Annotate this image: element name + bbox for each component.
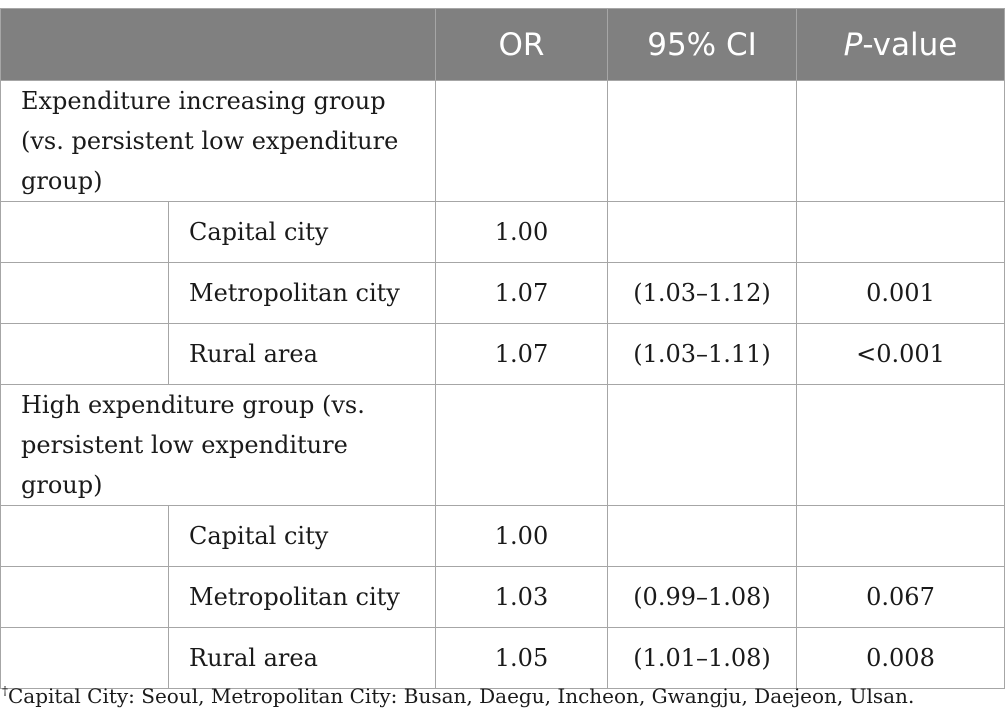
area-label: Capital city [168,505,436,567]
footnote-text: Capital City: Seoul, Metropolitan City: … [8,684,915,708]
ci-value: (0.99–1.08) [607,566,797,628]
empty-cell [435,80,608,202]
p-value: 0.008 [796,627,1005,689]
area-label: Rural area [168,627,436,689]
table-row: Rural area 1.05 (1.01–1.08) 0.008 [0,627,1005,689]
empty-cell [607,80,797,202]
p-value: 0.001 [796,262,1005,324]
empty-cell [0,505,169,567]
group-row: High expenditure group (vs. persistent l… [0,384,1005,506]
table-footnote: †Capital City: Seoul, Metropolitan City:… [2,684,914,708]
table-row: Metropolitan city 1.03 (0.99–1.08) 0.067 [0,566,1005,628]
header-ci: 95% CI [607,8,797,81]
header-p-value: P-value [796,8,1005,81]
group-row: Expenditure increasing group (vs. persis… [0,80,1005,202]
p-value [796,505,1005,567]
ci-value: (1.03–1.11) [607,323,797,385]
or-value: 1.00 [435,505,608,567]
empty-cell [0,566,169,628]
group-label: High expenditure group (vs. persistent l… [0,384,436,506]
table-row: Metropolitan city 1.07 (1.03–1.12) 0.001 [0,262,1005,324]
empty-cell [0,201,169,263]
empty-cell [796,384,1005,506]
empty-cell [0,323,169,385]
area-label: Capital city [168,201,436,263]
or-value: 1.05 [435,627,608,689]
or-value: 1.00 [435,201,608,263]
group-label: Expenditure increasing group (vs. persis… [0,80,436,202]
empty-cell [435,384,608,506]
empty-cell [796,80,1005,202]
ci-value [607,505,797,567]
header-row: OR 95% CI P-value [0,8,1005,81]
table-row: Rural area 1.07 (1.03–1.11) <0.001 [0,323,1005,385]
p-value: <0.001 [796,323,1005,385]
area-label: Rural area [168,323,436,385]
ci-value: (1.03–1.12) [607,262,797,324]
empty-cell [607,384,797,506]
empty-cell [0,262,169,324]
header-p-rest: -value [862,26,958,63]
or-value: 1.07 [435,262,608,324]
footnote-mark: † [2,684,8,698]
ci-value: (1.01–1.08) [607,627,797,689]
table-row: Capital city 1.00 [0,505,1005,567]
empty-cell [0,627,169,689]
ci-value [607,201,797,263]
area-label: Metropolitan city [168,262,436,324]
p-value: 0.067 [796,566,1005,628]
area-label: Metropolitan city [168,566,436,628]
or-value: 1.07 [435,323,608,385]
results-table: OR 95% CI P-value Expenditure increasing… [0,8,1005,689]
header-p-italic: P [843,26,863,63]
p-value [796,201,1005,263]
table-row: Capital city 1.00 [0,201,1005,263]
or-value: 1.03 [435,566,608,628]
header-blank-cell [0,8,436,81]
header-or: OR [435,8,608,81]
